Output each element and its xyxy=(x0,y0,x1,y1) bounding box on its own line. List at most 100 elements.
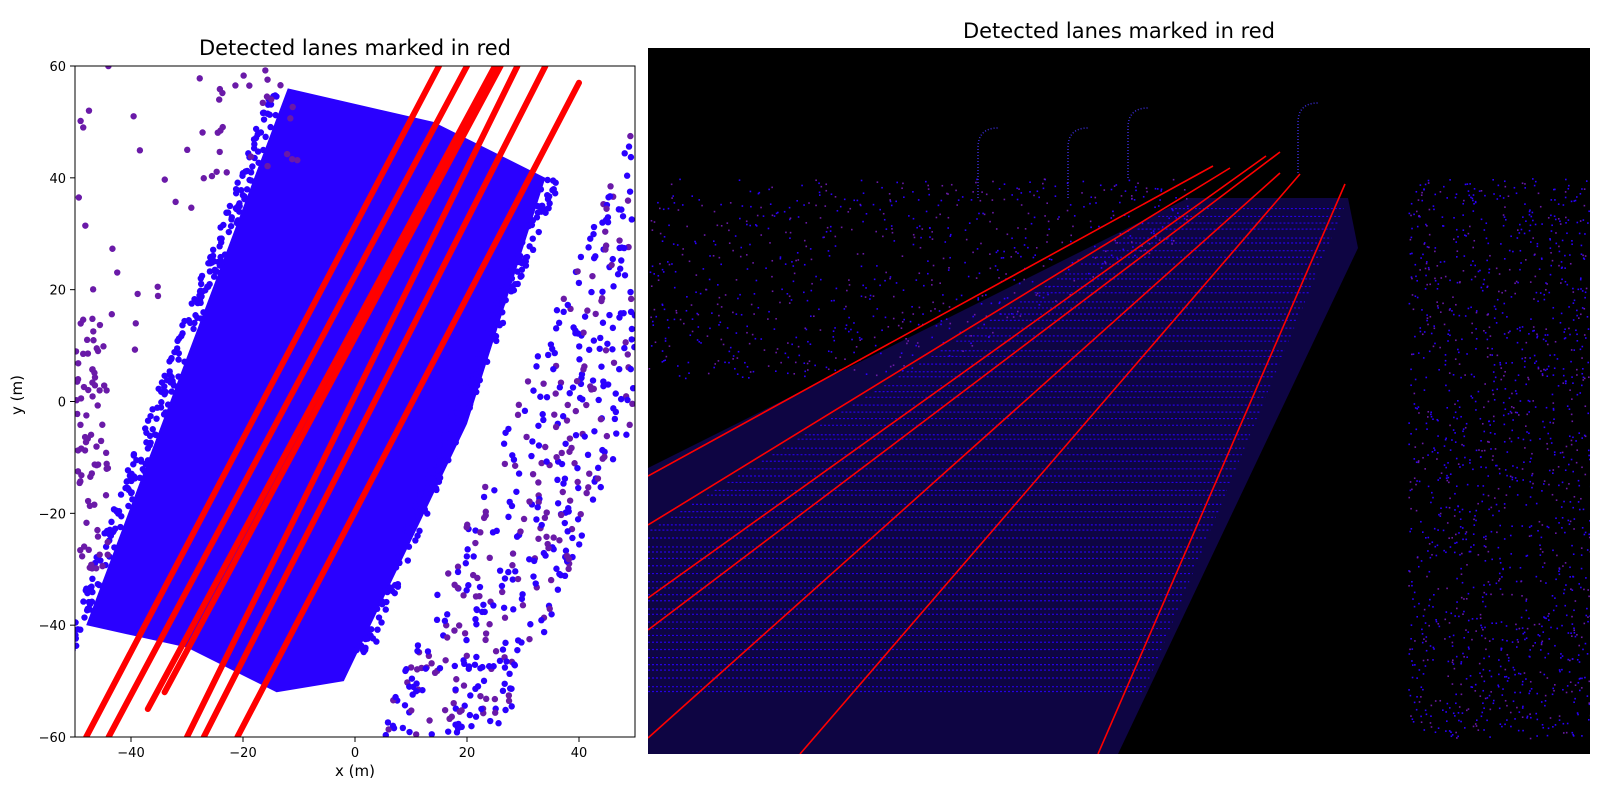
cloud-point xyxy=(864,296,867,298)
scatter-point xyxy=(468,722,475,730)
scatter-point xyxy=(369,607,377,614)
cloud-point xyxy=(1104,250,1107,253)
scatter-point xyxy=(577,510,584,518)
cloud-point xyxy=(1089,220,1092,223)
scatter-point xyxy=(486,554,493,562)
cloud-point xyxy=(1454,411,1457,414)
cloud-point xyxy=(1455,655,1458,658)
cloud-point xyxy=(1571,376,1573,378)
cloud-point xyxy=(1559,452,1562,454)
scatter-point xyxy=(181,358,188,365)
cloud-point xyxy=(792,265,795,267)
cloud-point xyxy=(1502,214,1505,216)
cloud-point xyxy=(1532,400,1535,402)
cloud-point xyxy=(1540,701,1543,703)
cloud-point xyxy=(1444,363,1447,366)
scatter-point xyxy=(569,534,576,542)
cloud-point xyxy=(1488,326,1491,329)
cloud-point xyxy=(865,212,868,215)
cloud-point xyxy=(1524,360,1526,363)
cloud-point xyxy=(1550,214,1552,217)
cloud-point xyxy=(720,338,723,341)
cloud-point xyxy=(1511,476,1514,479)
cloud-point xyxy=(1461,443,1463,446)
cloud-point xyxy=(1547,365,1550,368)
scatter-point xyxy=(611,415,619,423)
cloud-point xyxy=(833,339,836,342)
cloud-point xyxy=(1573,299,1576,302)
cloud-point xyxy=(1475,311,1478,314)
cloud-point xyxy=(996,269,999,271)
cloud-point xyxy=(712,254,715,257)
cloud-point xyxy=(892,364,895,367)
cloud-point xyxy=(1492,178,1494,181)
scatter-point xyxy=(262,133,269,141)
scatter-point xyxy=(429,460,437,468)
cloud-point xyxy=(1552,402,1555,404)
cloud-point xyxy=(788,206,791,209)
scatter-point xyxy=(558,460,566,468)
cloud-point xyxy=(1471,322,1473,325)
right-chart-title: Detected lanes marked in red xyxy=(962,19,1276,43)
cloud-point xyxy=(1514,691,1516,694)
cloud-point xyxy=(1446,522,1449,524)
cloud-point xyxy=(976,178,978,181)
cloud-point xyxy=(949,322,952,325)
scatter-point xyxy=(514,646,521,654)
scatter-point xyxy=(574,464,581,472)
scatter-point xyxy=(624,197,632,204)
cloud-point xyxy=(850,228,853,231)
scatter-point xyxy=(616,237,623,244)
cloud-point xyxy=(1469,225,1471,228)
scatter-point xyxy=(563,417,571,424)
scatter-point xyxy=(474,574,481,582)
scatter-point xyxy=(294,156,301,164)
cloud-point xyxy=(1512,666,1515,669)
cloud-point xyxy=(1451,734,1454,736)
cloud-point xyxy=(1409,530,1411,533)
scatter-point xyxy=(392,561,400,569)
cloud-point xyxy=(941,184,944,187)
cloud-point xyxy=(912,233,915,236)
scatter-point xyxy=(198,293,205,300)
cloud-point xyxy=(1470,278,1473,281)
cloud-point xyxy=(965,238,968,241)
scatter-point xyxy=(413,687,420,695)
scatter-point xyxy=(497,288,504,295)
cloud-point xyxy=(995,228,998,230)
cloud-point xyxy=(1467,646,1470,649)
cloud-point xyxy=(1589,615,1590,617)
cloud-point xyxy=(1423,331,1426,333)
scatter-point xyxy=(514,575,522,583)
cloud-point xyxy=(1443,185,1445,188)
scatter-point xyxy=(407,664,415,671)
lane-line-3 xyxy=(144,66,498,713)
scatter-point xyxy=(500,440,508,447)
cloud-point xyxy=(1099,184,1102,187)
cloud-point xyxy=(947,269,950,271)
cloud-point xyxy=(1413,403,1416,405)
cloud-point xyxy=(1561,266,1563,269)
cloud-point xyxy=(1548,291,1551,294)
cloud-point xyxy=(1444,618,1447,621)
cloud-point xyxy=(1472,725,1475,728)
cloud-point xyxy=(1536,692,1539,695)
scatter-point xyxy=(518,639,525,646)
cloud-point xyxy=(1553,367,1556,370)
scatter-point xyxy=(472,713,480,720)
cloud-point xyxy=(1411,660,1413,662)
y-tick-label: −40 xyxy=(39,619,66,634)
cloud-point xyxy=(1422,531,1424,533)
cloud-point xyxy=(769,242,771,244)
cloud-point xyxy=(701,204,703,207)
cloud-point xyxy=(1563,592,1565,595)
cloud-point xyxy=(937,204,940,207)
scatter-point xyxy=(143,429,150,436)
cloud-point xyxy=(1495,622,1498,625)
cloud-point xyxy=(1532,330,1534,332)
cloud-point xyxy=(985,294,987,296)
cloud-point xyxy=(807,369,809,371)
cloud-point xyxy=(1024,237,1027,239)
cloud-point xyxy=(1113,185,1116,187)
cloud-point xyxy=(1414,446,1417,448)
